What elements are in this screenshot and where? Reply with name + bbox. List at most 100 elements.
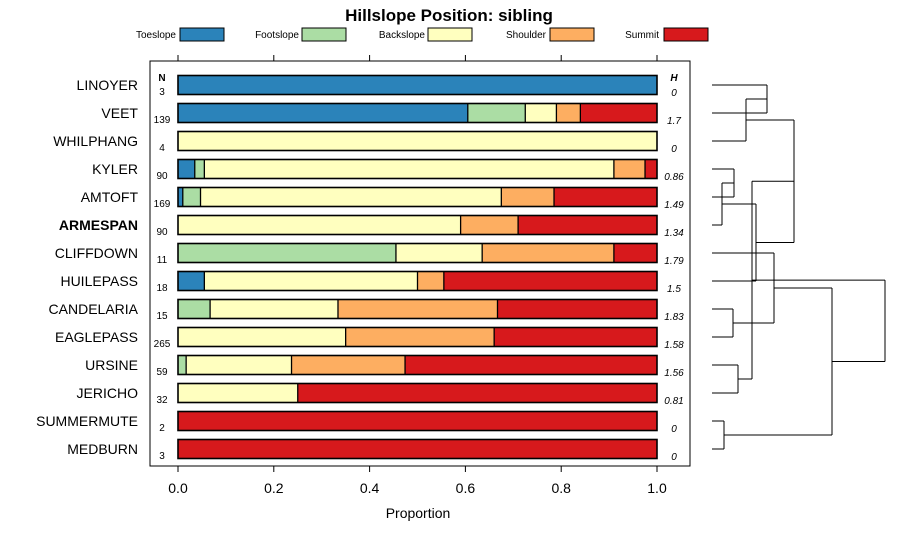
bar-segment-summit xyxy=(178,411,657,431)
row-label: ARMESPAN xyxy=(59,217,138,233)
legend: Toeslope Footslope Backslope Shoulder Summit xyxy=(136,27,709,42)
h-value: 0 xyxy=(671,144,677,155)
bar-segment-footslope xyxy=(467,103,526,123)
row-label: LINOYER xyxy=(77,77,138,93)
h-column-header: H xyxy=(670,73,678,84)
bar-segment-backslope xyxy=(186,355,292,375)
legend-label-footslope: Footslope xyxy=(255,30,299,41)
bar-segment-summit xyxy=(297,383,657,403)
x-axis-title: Proportion xyxy=(386,505,451,521)
bar-segment-summit xyxy=(443,271,657,291)
bar-segment-shoulder xyxy=(556,103,581,123)
h-value: 1.49 xyxy=(664,200,684,211)
plot-frame xyxy=(149,60,691,467)
legend-swatch-footslope xyxy=(301,27,347,42)
legend-label-shoulder: Shoulder xyxy=(506,30,547,41)
bar-segment-summit xyxy=(494,327,657,347)
bar-outline xyxy=(177,326,658,348)
bar-segment-footslope xyxy=(178,355,187,375)
bar-outline xyxy=(177,102,658,124)
bar-segment-backslope xyxy=(204,271,418,291)
bar-segment-shoulder xyxy=(613,159,646,179)
row-label: HUILEPASS xyxy=(60,273,138,289)
h-value: 1.58 xyxy=(664,340,684,351)
h-value: 0.81 xyxy=(664,396,683,407)
bar-segment-summit xyxy=(554,187,657,207)
h-value: 1.56 xyxy=(664,368,684,379)
h-value: 0.86 xyxy=(664,172,684,183)
bar-segment-summit xyxy=(518,215,657,235)
row-label: EAGLEPASS xyxy=(55,329,138,345)
legend-label-summit: Summit xyxy=(625,30,659,41)
bar-segment-shoulder xyxy=(501,187,555,207)
x-tick-label-4: 0.8 xyxy=(551,480,571,496)
row-label: AMTOFT xyxy=(81,189,139,205)
bar-outline xyxy=(177,186,658,208)
legend-swatch-backslope xyxy=(427,27,473,42)
row-label: JERICHO xyxy=(77,385,139,401)
h-value: 1.7 xyxy=(667,116,681,127)
n-column-header: N xyxy=(158,73,165,84)
x-tick-label-0: 0.0 xyxy=(168,480,188,496)
n-value: 3 xyxy=(159,451,165,462)
bar-segment-toeslope xyxy=(178,187,183,207)
bar-segment-footslope xyxy=(178,243,396,263)
n-value: 15 xyxy=(156,311,168,322)
bar-segment-footslope xyxy=(182,187,201,207)
row-label: WHILPHANG xyxy=(53,133,138,149)
row-label: KYLER xyxy=(92,161,138,177)
x-tick-label-3: 0.6 xyxy=(456,480,476,496)
bar-segment-summit xyxy=(405,355,657,375)
bar-segment-toeslope xyxy=(178,75,657,95)
n-value: 90 xyxy=(156,171,168,182)
bar-segment-summit xyxy=(497,299,657,319)
bar-segment-backslope xyxy=(178,327,346,347)
x-tick-label-5: 1.0 xyxy=(647,480,667,496)
bar-segment-toeslope xyxy=(178,103,468,123)
x-tick-label-1: 0.2 xyxy=(264,480,284,496)
h-value: 1.79 xyxy=(664,256,684,267)
bar-segment-backslope xyxy=(178,383,298,403)
h-value: 1.83 xyxy=(664,312,684,323)
bar-segment-summit xyxy=(645,159,657,179)
bar-outline xyxy=(177,74,658,96)
legend-swatch-shoulder xyxy=(549,27,595,42)
bar-outline xyxy=(177,242,658,264)
row-label: MEDBURN xyxy=(67,441,138,457)
bar-segment-shoulder xyxy=(337,299,498,319)
legend-swatch-summit xyxy=(663,27,709,42)
plot-area: N H 0.0 0.2 0.4 0.6 0.8 1.0 3 0 139 1.7 4 0 90 0.86 169 1… xyxy=(149,55,691,496)
h-value: 0 xyxy=(671,452,677,463)
legend-swatch-toeslope xyxy=(179,27,225,42)
bar-segment-summit xyxy=(613,243,657,263)
bar-segment-backslope xyxy=(204,159,614,179)
bar-segment-backslope xyxy=(200,187,502,207)
bar-segment-shoulder xyxy=(417,271,444,291)
bar-segment-shoulder xyxy=(460,215,519,235)
chart-title: Hillslope Position: sibling xyxy=(345,6,553,25)
bar-segment-summit xyxy=(580,103,657,123)
n-value: 18 xyxy=(156,283,168,294)
bar-segment-footslope xyxy=(194,159,205,179)
bar-outline xyxy=(177,214,658,236)
h-value: 0 xyxy=(671,424,677,435)
row-label: VEET xyxy=(101,105,138,121)
bar-segment-backslope xyxy=(178,215,461,235)
bar-outline xyxy=(177,438,658,460)
n-value: 3 xyxy=(159,87,165,98)
row-label: SUMMERMUTE xyxy=(36,413,138,429)
n-value: 169 xyxy=(154,199,171,210)
n-value: 32 xyxy=(156,395,168,406)
bar-segment-summit xyxy=(178,439,657,459)
bar-segment-backslope xyxy=(178,131,657,151)
n-value: 265 xyxy=(154,339,171,350)
n-value: 59 xyxy=(156,367,168,378)
h-value: 1.34 xyxy=(664,228,684,239)
n-value: 90 xyxy=(156,227,168,238)
bar-segment-shoulder xyxy=(482,243,614,263)
dendrogram xyxy=(712,84,886,450)
bar-segment-shoulder xyxy=(345,327,495,347)
row-label: URSINE xyxy=(85,357,138,373)
bar-segment-backslope xyxy=(210,299,338,319)
